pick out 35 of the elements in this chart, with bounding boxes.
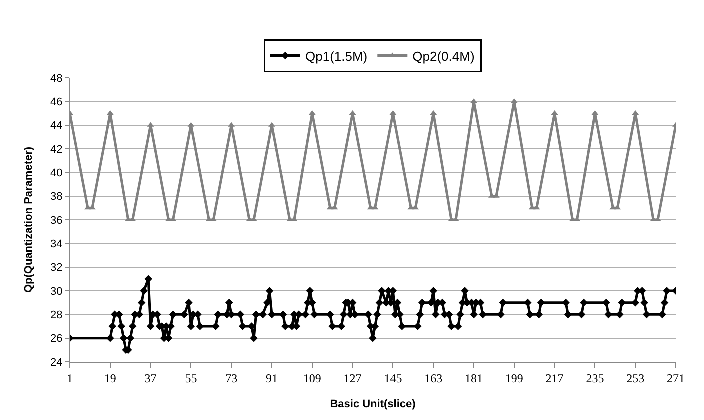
x-tick-label: 19 bbox=[104, 371, 116, 386]
y-tick-label: 24 bbox=[50, 356, 63, 369]
x-axis-title: Basic Unit(slice) bbox=[330, 398, 416, 411]
x-tick-label: 199 bbox=[505, 371, 524, 386]
y-tick-label: 32 bbox=[50, 262, 63, 274]
point bbox=[470, 98, 478, 104]
y-tick-label: 28 bbox=[50, 310, 63, 322]
y-axis-title: Qp(Quantization Parameter) bbox=[23, 146, 36, 294]
x-tick-label: 181 bbox=[465, 371, 483, 386]
x-tick-label: 163 bbox=[424, 371, 443, 386]
x-tick-label: 145 bbox=[384, 371, 402, 386]
legend-label: Qp2(0.4M) bbox=[412, 48, 475, 64]
x-tick-label: 73 bbox=[226, 371, 238, 386]
x-tick-label: 37 bbox=[144, 371, 157, 386]
y-tick-label: 26 bbox=[50, 333, 63, 346]
y-tick-label: 42 bbox=[50, 144, 63, 156]
y-tick-label: 36 bbox=[50, 214, 63, 227]
x-tick-label: 109 bbox=[303, 371, 322, 386]
x-tick-label: 235 bbox=[586, 371, 604, 386]
x-tick-label: 55 bbox=[185, 371, 198, 386]
y-tick-label: 44 bbox=[50, 120, 63, 132]
y-tick-label: 30 bbox=[50, 286, 63, 298]
x-tick-label: 91 bbox=[266, 371, 278, 386]
x-tick-label: 253 bbox=[626, 371, 645, 386]
y-tick-label: 40 bbox=[50, 168, 63, 180]
y-tick-label: 48 bbox=[50, 72, 63, 85]
point bbox=[268, 122, 276, 127]
y-tick-label: 34 bbox=[50, 238, 63, 251]
y-tick-label: 46 bbox=[50, 96, 63, 109]
x-tick-label: 217 bbox=[546, 371, 564, 386]
legend-label: Qp1(1.5M) bbox=[306, 48, 368, 64]
x-tick-label: 271 bbox=[667, 371, 685, 386]
y-tick-label: 38 bbox=[50, 191, 63, 204]
x-tick-label: 1 bbox=[67, 371, 73, 386]
x-tick-label: 127 bbox=[344, 371, 362, 386]
